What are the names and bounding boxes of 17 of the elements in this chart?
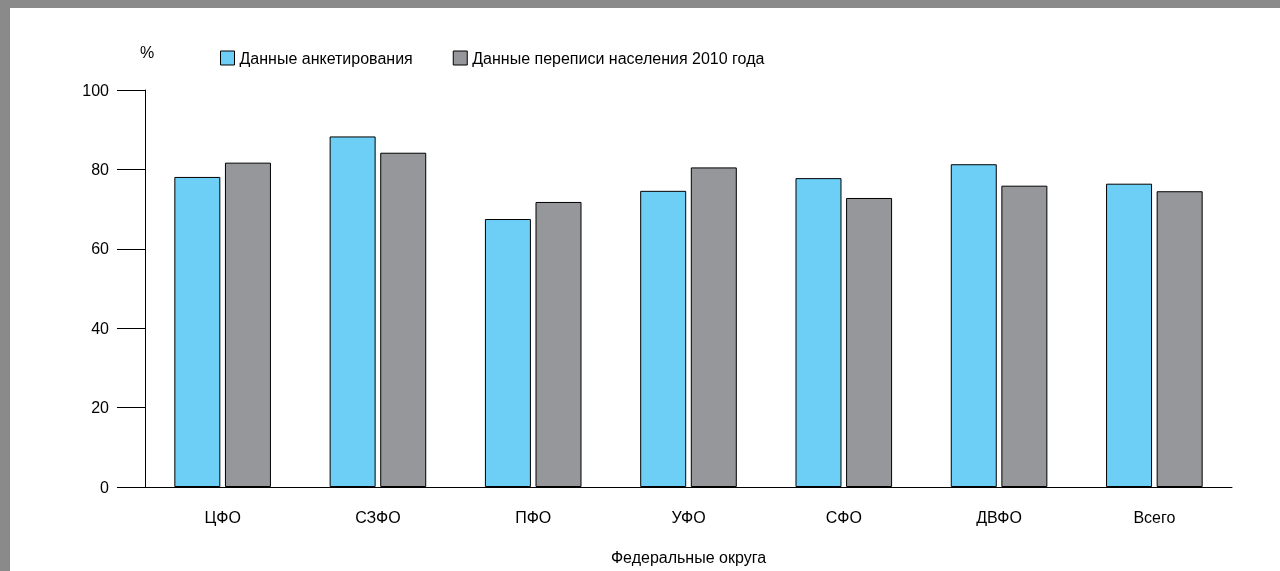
x-tick-label: ЦФО (204, 508, 241, 526)
legend-label: Данные анкетирования (239, 49, 413, 67)
y-tick-label: 0 (100, 478, 110, 496)
y-tick-label: 40 (91, 319, 110, 337)
x-tick-label: ДВФО (976, 508, 1022, 526)
y-tick-label: 60 (91, 240, 110, 258)
y-axis-title: % (140, 43, 155, 61)
x-tick-label: СЗФО (355, 508, 401, 526)
x-tick-label: УФО (671, 508, 706, 526)
y-tick-label: 100 (82, 81, 110, 99)
x-tick-label: СФО (825, 508, 862, 526)
x-axis-title: Федеральные округа (610, 548, 767, 566)
x-tick-label: Всего (1133, 508, 1176, 526)
x-tick-label: ПФО (515, 508, 552, 526)
y-tick-label: 80 (91, 160, 110, 178)
y-tick-label: 20 (91, 399, 110, 417)
legend-label: Данные переписи населения 2010 года (472, 49, 765, 67)
